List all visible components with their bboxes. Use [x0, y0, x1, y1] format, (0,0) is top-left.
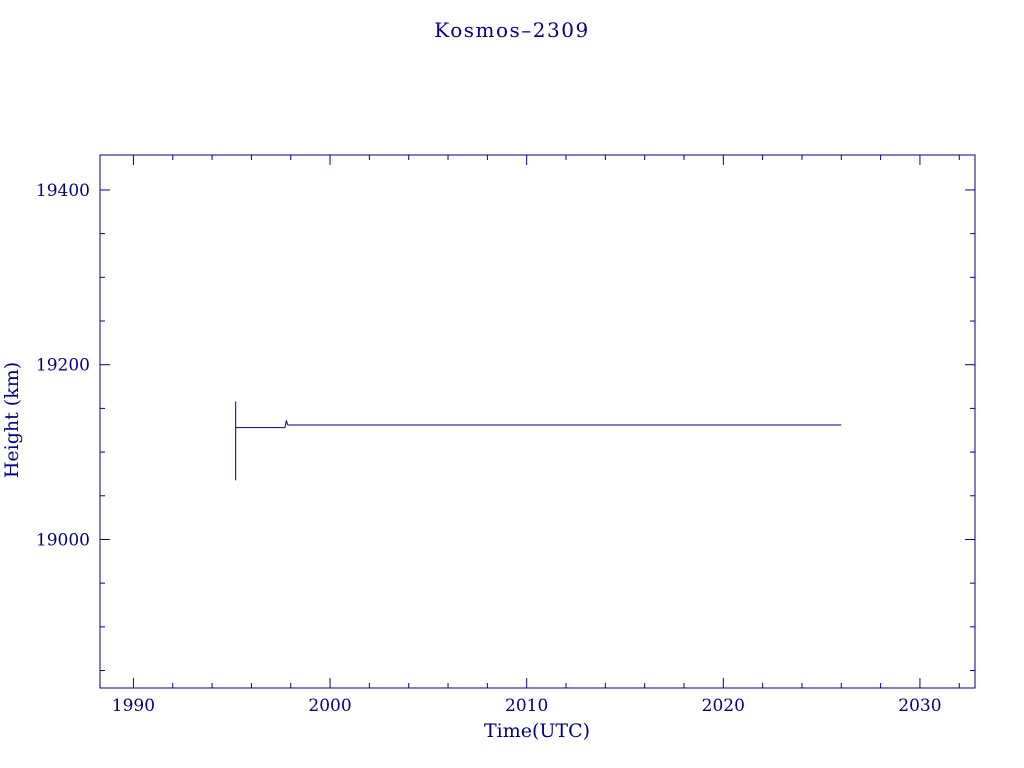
plot-area: 1990 2000 2010 2020 2030 19000 19200 19400: [36, 154, 976, 716]
x-axis-label: Time(UTC): [484, 720, 590, 742]
tick-label: 2000: [308, 696, 351, 716]
axis-ticks: [100, 155, 975, 688]
y-tick-labels: 19000 19200 19400: [36, 181, 90, 551]
tick-label: 19000: [36, 530, 90, 550]
tick-label: 19200: [36, 356, 90, 376]
x-tick-labels: 1990 2000 2010 2020 2030: [112, 696, 942, 716]
tick-label: 2030: [898, 696, 941, 716]
tick-label: 2010: [505, 696, 548, 716]
tick-label: 2020: [702, 696, 745, 716]
tick-label: 19400: [36, 181, 90, 201]
axes-frame: [99, 154, 976, 689]
y-axis-label: Height (km): [1, 362, 23, 478]
series-line-height: [235, 401, 842, 481]
chart-title: Kosmos–2309: [434, 18, 589, 42]
tick-label: 1990: [112, 696, 155, 716]
